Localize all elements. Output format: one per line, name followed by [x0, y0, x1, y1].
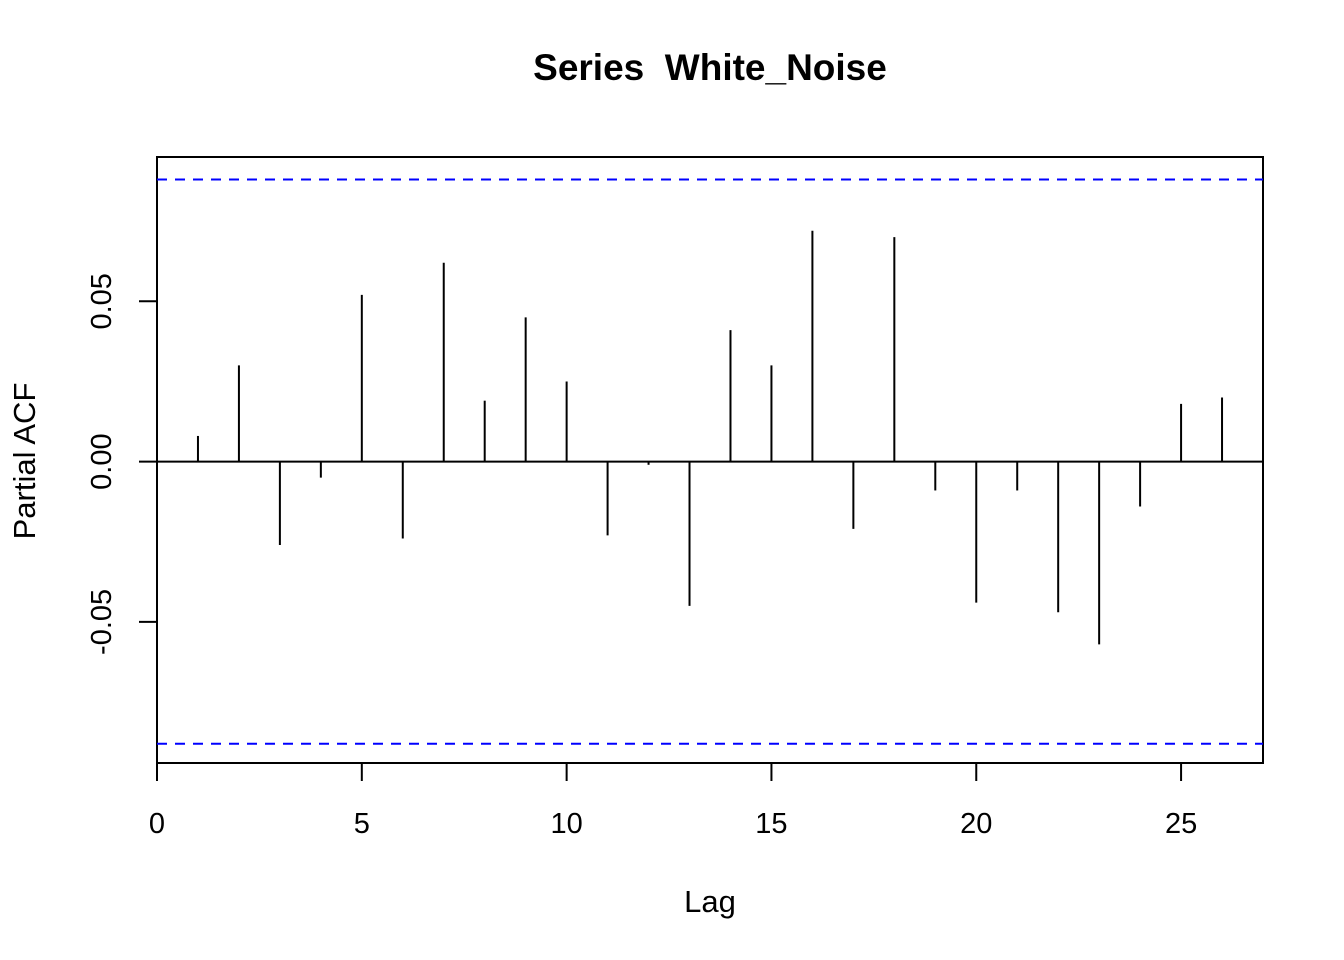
y-tick-label-0: -0.05 [86, 589, 118, 655]
y-axis-label: Partial ACF [7, 383, 42, 540]
x-tick-label-25: 25 [1165, 808, 1197, 840]
x-tick-label-0: 0 [149, 808, 165, 840]
plot-frame [156, 156, 1264, 764]
x-tick-label-15: 15 [755, 808, 787, 840]
x-tick-label-5: 5 [354, 808, 370, 840]
plot-area: 0 5 10 15 20 25 -0.05 0.00 0.05 [86, 156, 1264, 840]
x-tick-label-10: 10 [550, 808, 582, 840]
x-tick-label-20: 20 [960, 808, 992, 840]
y-tick-label-2: 0.05 [86, 273, 118, 329]
x-axis-label: Lag [684, 884, 736, 919]
y-tick-label-1: 0.00 [86, 433, 118, 489]
chart-title: Series White_Noise [533, 47, 887, 88]
